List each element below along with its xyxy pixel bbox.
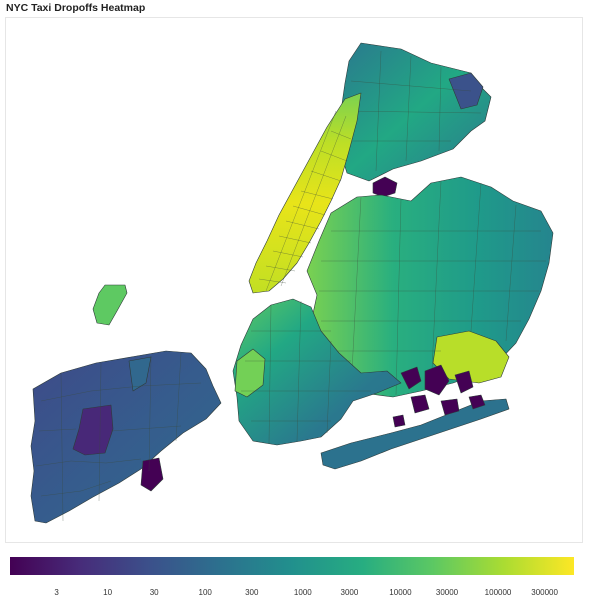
- region-staten-island-hotspot[interactable]: [72, 404, 114, 456]
- qn-zone-lines: [319, 180, 546, 396]
- region-staten-island-north[interactable]: [128, 356, 152, 392]
- region-green-island[interactable]: [92, 284, 128, 326]
- colorbar-tick-label: 100: [198, 588, 212, 597]
- colorbar-gradient: [10, 557, 574, 575]
- si-zone-lines: [35, 352, 202, 522]
- colorbar-tick-label: 3000: [340, 588, 359, 597]
- region-staten-island-south[interactable]: [140, 457, 164, 492]
- chart-title: NYC Taxi Dropoffs Heatmap: [6, 2, 146, 14]
- region-jamaica-bay-4[interactable]: [410, 394, 430, 414]
- colorbar-tick-label: 1000: [293, 588, 312, 597]
- colorbar-tick-label: 10: [103, 588, 113, 597]
- region-bronx-east[interactable]: [448, 72, 484, 110]
- region-jamaica-bay-3[interactable]: [454, 370, 474, 394]
- map-svg[interactable]: [6, 18, 582, 542]
- region-rockaway[interactable]: [320, 398, 510, 470]
- colorbar: [10, 557, 574, 575]
- region-brooklyn[interactable]: [232, 298, 402, 446]
- colorbar-tick-label: 30: [149, 588, 159, 597]
- colorbar-tick-label: 300000: [531, 588, 558, 597]
- region-jamaica-bay-7[interactable]: [392, 414, 406, 428]
- region-jamaica-bay-6[interactable]: [468, 394, 486, 410]
- region-jamaica-bay-2[interactable]: [424, 364, 450, 396]
- colorbar-tick-label: 10000: [389, 588, 412, 597]
- region-jamaica-bay-1[interactable]: [400, 366, 422, 390]
- colorbar-tick-label: 30000: [435, 588, 459, 597]
- colorbar-tick-label: 100000: [484, 588, 512, 597]
- bk-zone-lines: [241, 300, 371, 444]
- jamaica-bay-islands[interactable]: [392, 364, 486, 428]
- colorbar-tick-label: 3: [54, 588, 59, 597]
- region-rikers-island[interactable]: [372, 176, 398, 198]
- region-manhattan[interactable]: [248, 92, 362, 294]
- region-jamaica-bay-5[interactable]: [440, 398, 460, 416]
- bx-zone-lines: [343, 50, 482, 172]
- colorbar-tick-label: 300: [245, 588, 259, 597]
- region-staten-island[interactable]: [30, 350, 222, 524]
- mn-zone-lines: [258, 110, 352, 292]
- map-panel[interactable]: [5, 17, 583, 543]
